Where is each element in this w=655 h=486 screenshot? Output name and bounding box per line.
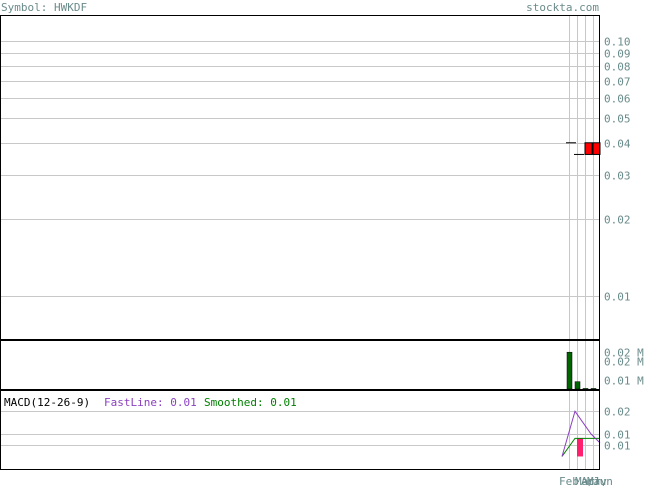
price-tick-label: 0.07 bbox=[604, 76, 631, 89]
volume-bar bbox=[574, 381, 581, 390]
panel-frame-1 bbox=[0, 340, 600, 390]
macd-tick-label: 0.01 bbox=[604, 440, 631, 453]
x-tick-label: Apr bbox=[581, 475, 601, 486]
panel-frame-2 bbox=[0, 390, 600, 470]
macd-fastline-line bbox=[561, 410, 601, 457]
price-tick-label: 0.08 bbox=[604, 61, 631, 74]
price-tick-label: 0.10 bbox=[604, 36, 631, 49]
x-tick-label: Feb bbox=[559, 475, 579, 486]
x-tick-label: Jun bbox=[593, 475, 613, 486]
macd-tick-label: 0.01 bbox=[604, 429, 631, 442]
price-tick-label: 0.01 bbox=[604, 291, 631, 304]
price-tick-label: 0.06 bbox=[604, 93, 631, 106]
site-label: stockta.com bbox=[526, 1, 599, 14]
volume-tick-label: 0.01 M bbox=[604, 375, 644, 388]
price-candle bbox=[592, 142, 601, 155]
macd-fastline-legend: FastLine: 0.01 bbox=[104, 396, 197, 409]
price-tick-label: 0.02 bbox=[604, 214, 631, 227]
price-tick-label: 0.05 bbox=[604, 113, 631, 126]
macd-title: MACD(12-26-9) bbox=[4, 396, 90, 409]
symbol-label: Symbol: HWKDF bbox=[1, 1, 87, 14]
x-tick-label: May bbox=[587, 475, 607, 486]
macd-tick-label: 0.02 bbox=[604, 406, 631, 419]
panel-frame-0 bbox=[0, 15, 600, 340]
x-tick-label: Mar bbox=[575, 475, 595, 486]
volume-tick-label: 0.02 M bbox=[604, 356, 644, 369]
volume-bar bbox=[566, 351, 573, 390]
price-tick-label: 0.04 bbox=[604, 138, 631, 151]
price-candle bbox=[584, 142, 593, 155]
macd-smoothed-legend: Smoothed: 0.01 bbox=[204, 396, 297, 409]
price-tick-label: 0.03 bbox=[604, 170, 631, 183]
price-tick-label: 0.09 bbox=[604, 48, 631, 61]
macd-histogram-bar bbox=[577, 438, 583, 457]
volume-tick-label: 0.02 M bbox=[604, 347, 644, 360]
